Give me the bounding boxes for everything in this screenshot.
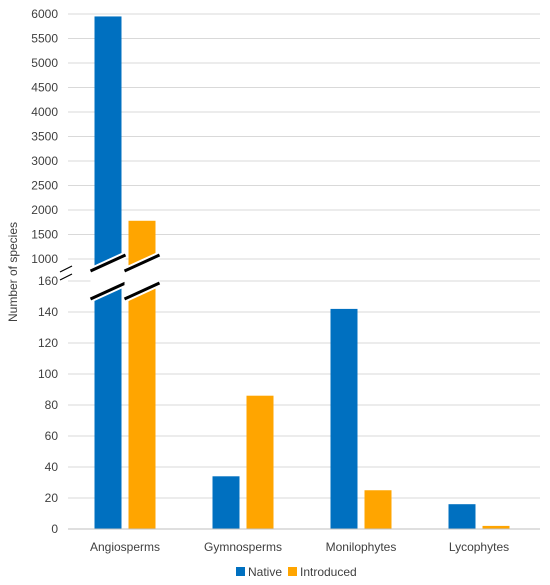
bar-introduced-monilophytes <box>364 490 392 529</box>
y-tick-label: 100 <box>38 367 58 381</box>
y-tick-label: 20 <box>45 491 59 505</box>
break-gap <box>124 255 160 299</box>
y-tick-label: 140 <box>38 305 58 319</box>
y-axis-title: Number of species <box>6 222 20 322</box>
break-gap <box>90 255 126 299</box>
y-tick-label: 5000 <box>31 56 58 70</box>
legend-label-introduced: Introduced <box>300 565 357 579</box>
break-mark <box>89 281 127 301</box>
break-mark <box>123 281 161 301</box>
x-tick-label: Angiosperms <box>90 540 160 554</box>
break-mark <box>59 273 73 281</box>
y-tick-label: 3000 <box>31 154 58 168</box>
bar-native-gymnosperms <box>212 476 240 529</box>
break-mark <box>59 265 73 273</box>
legend-swatch-native <box>236 567 245 576</box>
y-tick-label: 160 <box>38 274 58 288</box>
bar-native-monilophytes <box>330 308 358 529</box>
y-tick-label: 4000 <box>31 105 58 119</box>
bar-introduced-gymnosperms <box>246 395 274 529</box>
break-mark <box>123 253 161 273</box>
y-tick-label: 2500 <box>31 179 58 193</box>
x-axis-labels: Angiosperms Gymnosperms Monilophytes Lycoph… <box>90 540 509 554</box>
legend-swatch-introduced <box>288 567 297 576</box>
y-tick-label: 0 <box>51 522 58 536</box>
y-tick-label: 3500 <box>31 130 58 144</box>
y-tick-label: 2000 <box>31 203 58 217</box>
x-tick-label: Lycophytes <box>449 540 509 554</box>
y-tick-label: 60 <box>45 429 59 443</box>
y-tick-label: 1000 <box>31 252 58 266</box>
break-mark <box>89 253 127 273</box>
legend-label-native: Native <box>248 565 282 579</box>
legend: Native Introduced <box>236 565 357 579</box>
y-tick-label: 5500 <box>31 32 58 46</box>
bar-native-lycophytes <box>448 504 476 529</box>
y-axis-ticks: 0 20 40 60 80 100 120 140 160 1000 1500 2000 2500 300… <box>31 7 58 536</box>
y-tick-label: 4500 <box>31 81 58 95</box>
y-tick-label: 120 <box>38 336 58 350</box>
y-tick-label: 40 <box>45 460 59 474</box>
y-tick-label: 6000 <box>31 7 58 21</box>
axis-break-marks <box>58 251 161 303</box>
x-tick-label: Monilophytes <box>326 540 397 554</box>
bar-introduced-lycophytes <box>482 525 510 529</box>
x-tick-label: Gymnosperms <box>204 540 282 554</box>
y-tick-label: 80 <box>45 398 59 412</box>
y-tick-label: 1500 <box>31 228 58 242</box>
